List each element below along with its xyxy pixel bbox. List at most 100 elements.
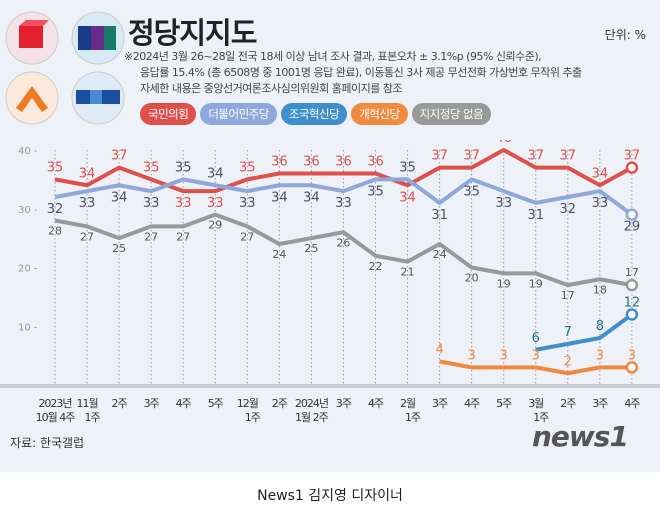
endpoint-marker	[625, 361, 639, 374]
data-label: 36	[335, 155, 352, 170]
series-line	[439, 359, 632, 376]
data-label: 27	[144, 230, 158, 243]
data-label: 8	[596, 319, 604, 334]
caption: News1 김지영 디자이너	[257, 488, 403, 504]
data-label: 21	[401, 266, 415, 279]
x-tick-label: 2023년	[38, 397, 71, 410]
data-label: 4	[435, 343, 443, 358]
y-tick-label: 30 -	[18, 205, 38, 216]
series-line	[54, 212, 633, 288]
x-tick-label: 3주	[336, 397, 352, 410]
data-label: 35	[47, 160, 64, 175]
data-label: 34	[271, 190, 288, 205]
data-label: 35	[239, 160, 256, 175]
x-tick-label: 4주	[464, 397, 480, 410]
ppp-logo-icon	[5, 11, 59, 65]
data-label: 3	[468, 348, 476, 363]
x-tick-label: 4주	[176, 397, 192, 410]
data-label: 35	[175, 160, 192, 175]
data-label: 17	[625, 266, 639, 279]
endpoint-marker	[625, 308, 639, 321]
page-title: 정당지지도	[128, 16, 257, 50]
data-label: 19	[497, 277, 511, 290]
data-label: 24	[433, 248, 447, 261]
reform-logo-icon	[5, 71, 59, 125]
source-label: 자료: 한국갤럽	[10, 436, 85, 450]
data-label: 37	[431, 149, 448, 164]
data-label: 31	[431, 208, 448, 223]
data-label: 35	[399, 160, 416, 175]
legend-item: 지지정당 없음	[411, 103, 492, 125]
data-label: 26	[336, 236, 350, 249]
y-tick-label: 20 -	[18, 264, 38, 275]
data-label: 31	[527, 208, 544, 223]
data-label: 34	[592, 166, 609, 181]
data-label: 33	[79, 196, 96, 211]
data-label: 34	[111, 190, 128, 205]
data-label: 33	[592, 196, 609, 211]
x-tick-label: 1주	[405, 411, 421, 424]
legend-item: 국민의힘	[140, 103, 197, 125]
x-tick-label: 1주	[245, 411, 261, 424]
data-label: 25	[304, 242, 318, 255]
survey-note: ※2024년 3월 26~28일 전국 18세 이상 남녀 조사 결과, 표본오…	[124, 50, 542, 63]
legend-item: 더불어민주당	[200, 103, 277, 125]
data-label: 34	[399, 190, 416, 205]
data-label: 33	[335, 196, 352, 211]
data-label: 3	[500, 348, 508, 363]
data-label: 28	[48, 225, 62, 238]
x-tick-label: 1월 2주	[295, 411, 329, 424]
data-label: 33	[175, 196, 192, 211]
data-label: 20	[465, 272, 479, 285]
data-label: 37	[463, 149, 480, 164]
data-label: 36	[303, 155, 320, 170]
endpoint-marker	[625, 161, 639, 174]
data-label: 37	[624, 149, 641, 164]
data-label: 29	[624, 220, 641, 235]
data-label: 40	[495, 140, 512, 146]
x-tick-label: 3주	[432, 397, 448, 410]
data-label: 33	[207, 196, 224, 211]
data-label: 37	[527, 149, 544, 164]
data-label: 12	[624, 296, 641, 311]
x-tick-label: 5주	[208, 397, 224, 410]
y-tick-label: 40 -	[18, 146, 38, 157]
data-label: 24	[272, 248, 286, 261]
x-tick-label: 4주	[368, 397, 384, 410]
endpoint-marker	[625, 278, 639, 292]
data-label: 32	[560, 202, 577, 217]
legend: 국민의힘 더불어민주당 조국혁신당 개혁신당 지지정당 없음	[140, 103, 492, 125]
x-tick-label: 3월	[528, 397, 544, 410]
x-tick-label: 11월	[76, 397, 98, 410]
data-label: 25	[112, 242, 126, 255]
data-label: 18	[593, 283, 607, 296]
data-label: 17	[561, 289, 575, 302]
x-tick-label: 2주	[112, 397, 128, 410]
data-label: 22	[369, 260, 383, 273]
data-label: 34	[79, 166, 96, 181]
x-tick-label: 3주	[144, 397, 160, 410]
data-label: 34	[303, 190, 320, 205]
data-label: 37	[111, 149, 128, 164]
data-label: 7	[564, 325, 572, 340]
data-label: 34	[207, 166, 224, 181]
endpoint-marker	[625, 208, 639, 221]
legend-item: 조국혁신당	[280, 103, 348, 125]
party-logos	[5, 11, 125, 125]
data-label: 36	[271, 155, 288, 170]
data-label: 3	[628, 348, 636, 363]
data-label: 27	[240, 230, 254, 243]
x-tick-label: 2주	[272, 397, 288, 410]
news1-logo: news1	[532, 420, 629, 453]
data-label: 3	[596, 348, 604, 363]
x-tick-label: 3주	[592, 397, 608, 410]
baseline	[0, 384, 660, 388]
survey-note: 자세한 내용은 중앙선거여론조사심의위원회 홈페이지를 참조	[140, 82, 403, 95]
y-tick-label: 10 -	[18, 322, 38, 333]
data-label: 35	[143, 160, 160, 175]
data-label: 37	[560, 149, 577, 164]
legend-item: 개혁신당	[351, 103, 408, 125]
unit-label: 단위: %	[604, 28, 646, 42]
x-tick-label: 1주	[84, 411, 100, 424]
